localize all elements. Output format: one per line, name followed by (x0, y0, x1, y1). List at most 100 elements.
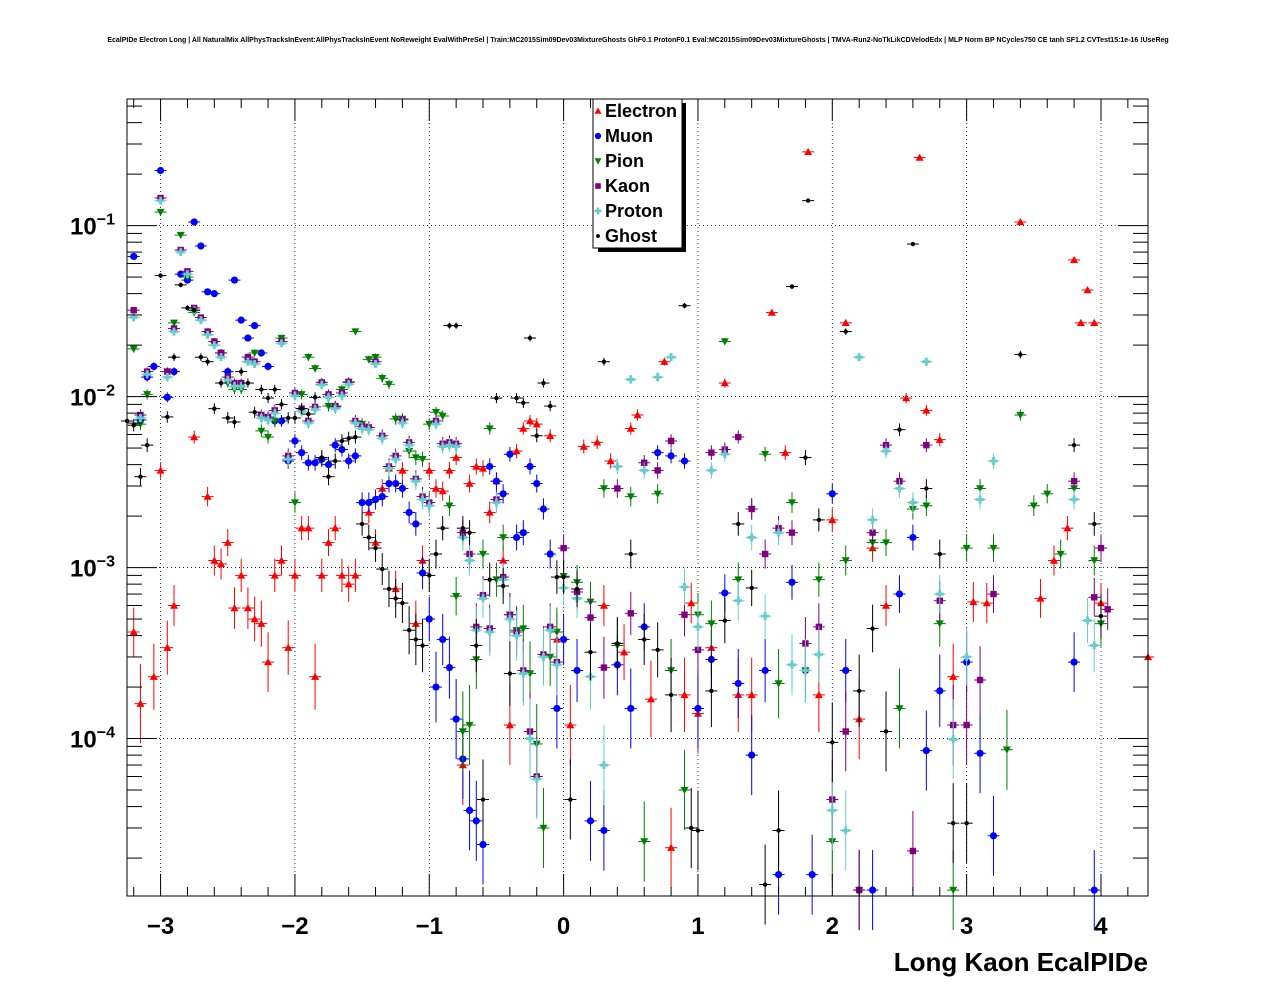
electron-point (154, 462, 167, 479)
kaon-point (1101, 588, 1114, 631)
muon-point (174, 270, 187, 278)
proton-point (443, 438, 456, 453)
pion-point (456, 691, 469, 772)
pion-point (651, 484, 664, 504)
y-tick-label: 10−1 (70, 212, 115, 241)
electron-point (765, 308, 778, 316)
ghost-point (477, 759, 490, 840)
proton-point (463, 545, 476, 576)
ghost-point (161, 411, 174, 423)
kaon-point (611, 479, 624, 498)
electron-point (839, 318, 852, 327)
ghost-point (497, 568, 510, 604)
muon-point (651, 445, 664, 460)
electron-point (134, 664, 147, 744)
proton-point (503, 596, 516, 642)
muon-point (920, 710, 933, 791)
ghost-point (960, 783, 973, 864)
ghost-point (194, 353, 207, 362)
muon-point (866, 850, 879, 931)
kaon-point (705, 445, 718, 460)
proton-point (268, 407, 281, 419)
proton-point (262, 414, 275, 426)
proton-point (974, 489, 987, 510)
x-tick-label: 3 (960, 913, 973, 940)
proton-point (839, 790, 852, 871)
proton-point (960, 628, 973, 686)
electron-point (880, 585, 893, 626)
electron-point (900, 393, 913, 404)
ghost-point (597, 357, 610, 366)
series-ghost (121, 198, 1107, 925)
electron-point (1034, 578, 1047, 618)
x-tick-label: −3 (147, 913, 174, 940)
pion-point (1000, 709, 1013, 790)
grid (127, 99, 1148, 896)
ghost-point (228, 416, 241, 428)
proton-point (436, 439, 449, 454)
ghost-point (638, 613, 651, 666)
electron-point (147, 643, 160, 710)
electron-point (802, 147, 815, 156)
proton-point (241, 357, 254, 366)
x-axis-title: Long Kaon EcalPIDe (894, 947, 1148, 977)
pion-point (1041, 484, 1054, 504)
ghost-point (470, 618, 483, 673)
muon-point (503, 446, 516, 462)
electron-point (235, 558, 248, 593)
muon-point (463, 770, 476, 851)
pion-point (638, 801, 651, 882)
muon-point (544, 539, 557, 569)
proton-point (624, 374, 637, 384)
y-tick-label: 10−3 (70, 554, 115, 583)
proton-point (920, 357, 933, 366)
pion-point (255, 424, 268, 438)
kaon-point (906, 810, 919, 891)
muon-point (409, 512, 422, 536)
electron-point (980, 582, 993, 624)
proton-point (987, 453, 1000, 469)
ghost-point (154, 273, 167, 278)
ghost-point (423, 558, 436, 593)
pion-point (376, 373, 389, 383)
muon-point (483, 458, 496, 475)
ghost-point (517, 397, 530, 408)
muon-point (416, 556, 429, 590)
electron-point (920, 404, 933, 416)
electron-point (161, 620, 174, 675)
legend-entry-proton: Proton (594, 201, 663, 221)
proton-point (799, 638, 812, 703)
electron-point (685, 582, 698, 624)
ghost-point (691, 790, 704, 871)
ghost-point (826, 702, 839, 783)
proton-point (429, 418, 442, 431)
pion-point (168, 319, 181, 327)
proton-point (194, 316, 207, 325)
electron-point (665, 807, 678, 888)
electron-point (1061, 516, 1074, 541)
proton-point (342, 379, 355, 389)
muon-point (241, 334, 254, 342)
pion-point (463, 685, 476, 766)
electron-point (591, 435, 604, 450)
proton-point (288, 390, 301, 401)
kaon-point (987, 575, 1000, 613)
pion-point (812, 562, 825, 597)
proton-point (812, 626, 825, 683)
muon-point (933, 654, 946, 728)
muon-point (188, 218, 201, 226)
x-tick-label: −1 (416, 913, 443, 940)
ghost-point (933, 539, 946, 569)
x-tick-label: 1 (691, 913, 704, 940)
electron-point (1081, 286, 1094, 294)
ghost-point (920, 479, 933, 498)
electron-point (322, 529, 335, 556)
kaon-point (127, 307, 140, 314)
y-tick-label: 10−2 (70, 383, 115, 412)
proton-point (1081, 597, 1094, 644)
pion-point (477, 539, 490, 569)
muon-point (665, 448, 678, 464)
proton-point (893, 479, 906, 498)
pion-point (1054, 539, 1067, 569)
